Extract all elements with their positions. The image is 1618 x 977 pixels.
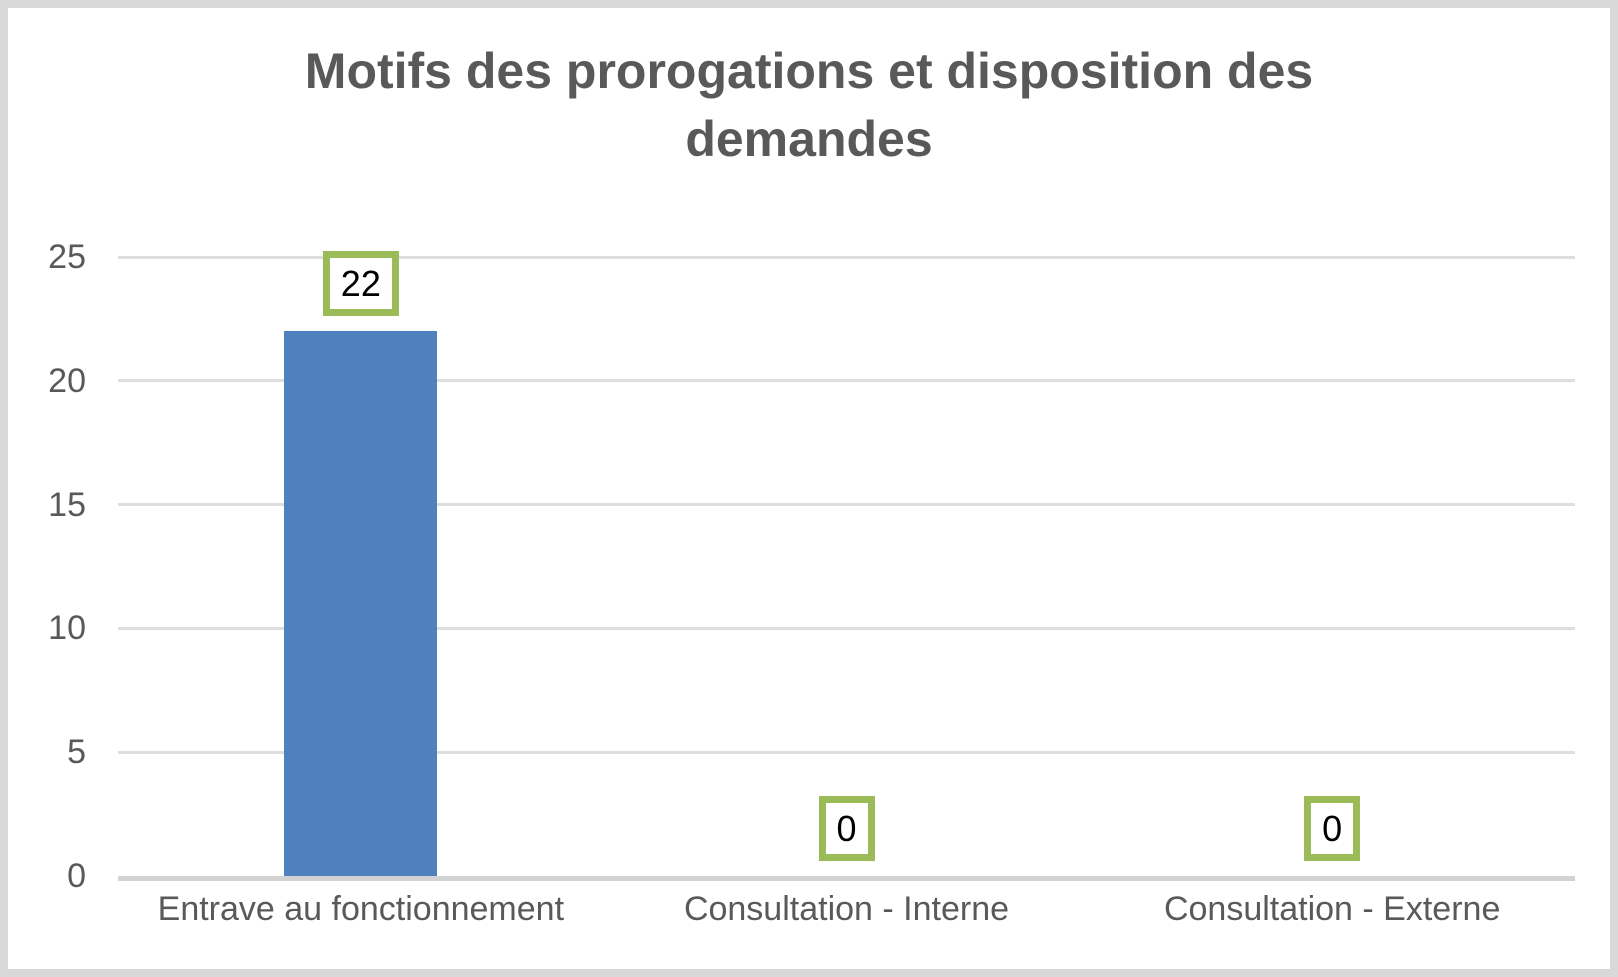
y-axis-tick-label: 10 — [48, 609, 86, 648]
data-label-box: 0 — [818, 796, 875, 861]
data-label-box: 22 — [322, 251, 399, 317]
gridline — [118, 255, 1575, 259]
data-label-box: 0 — [1304, 796, 1361, 861]
gridline — [118, 750, 1575, 754]
y-axis-tick-label: 0 — [67, 857, 86, 895]
x-axis-category-label: Consultation - Externe — [1163, 890, 1501, 928]
y-axis-tick-label: 20 — [48, 361, 86, 400]
gridline — [118, 626, 1575, 630]
gridline — [118, 379, 1575, 383]
y-axis-tick-label: 15 — [48, 485, 86, 524]
x-axis-category-label: Consultation - Interne — [683, 890, 1010, 928]
x-axis-category-label: Entrave au fonctionnement — [157, 890, 565, 928]
gridline — [118, 503, 1575, 507]
y-axis-tick-label: 25 — [48, 238, 86, 276]
y-axis-tick-label: 5 — [67, 733, 86, 772]
chart-title: Motifs des prorogations et disposition d… — [304, 43, 1314, 167]
bar — [284, 331, 438, 876]
plot-area: 22 0 0 — [118, 251, 1575, 881]
